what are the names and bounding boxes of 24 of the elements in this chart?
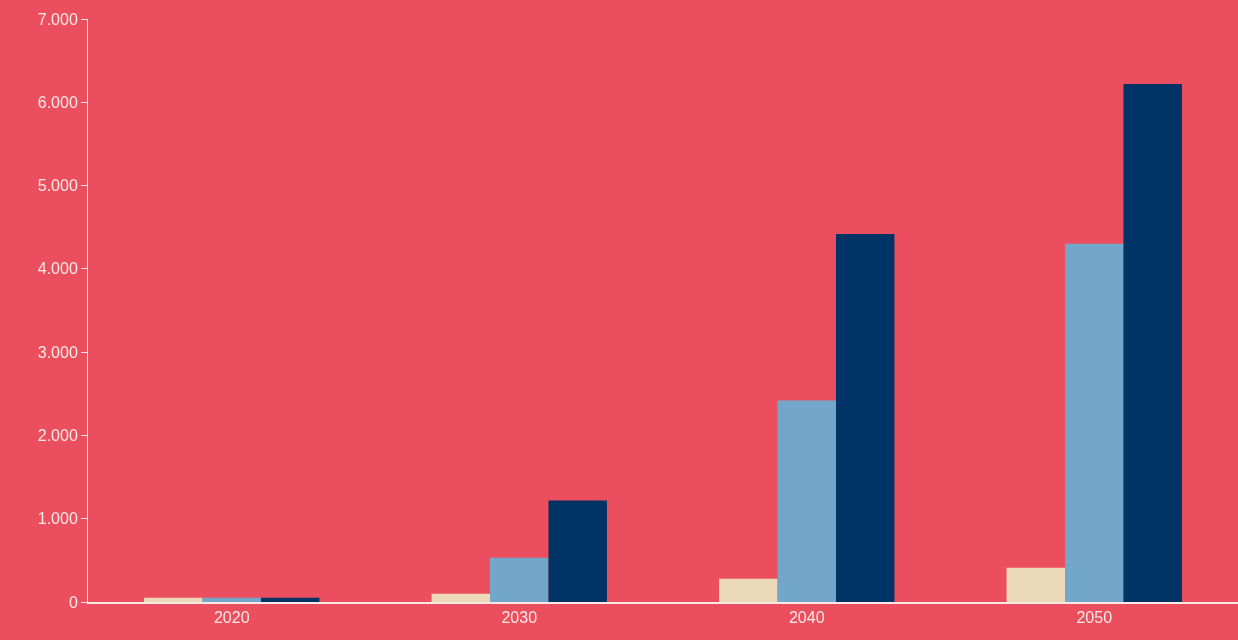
x-tick-label: 2030 <box>501 608 538 626</box>
bar <box>144 597 203 602</box>
y-tick-label: 0 <box>68 593 78 611</box>
x-tick-label: 2020 <box>213 608 250 626</box>
bar <box>1065 243 1124 602</box>
bar <box>202 597 261 602</box>
y-tick-label: 1.000 <box>37 510 78 528</box>
y-tick-label: 2.000 <box>37 427 78 445</box>
y-tick-label: 4.000 <box>37 260 78 278</box>
bar <box>1123 83 1182 602</box>
bar <box>260 597 320 602</box>
x-tick-label: 2050 <box>1076 608 1113 626</box>
bar <box>548 500 607 602</box>
y-tick-label: 7.000 <box>37 10 78 28</box>
bar <box>777 400 836 602</box>
bar <box>431 593 491 602</box>
bar <box>719 578 778 602</box>
bar <box>835 233 895 602</box>
y-tick-label: 5.000 <box>37 177 78 195</box>
bar <box>490 557 549 602</box>
x-tick-label: 2040 <box>788 608 825 626</box>
y-tick-label: 3.000 <box>37 343 78 361</box>
y-tick-label: 6.000 <box>37 93 78 111</box>
bar <box>1006 567 1066 602</box>
